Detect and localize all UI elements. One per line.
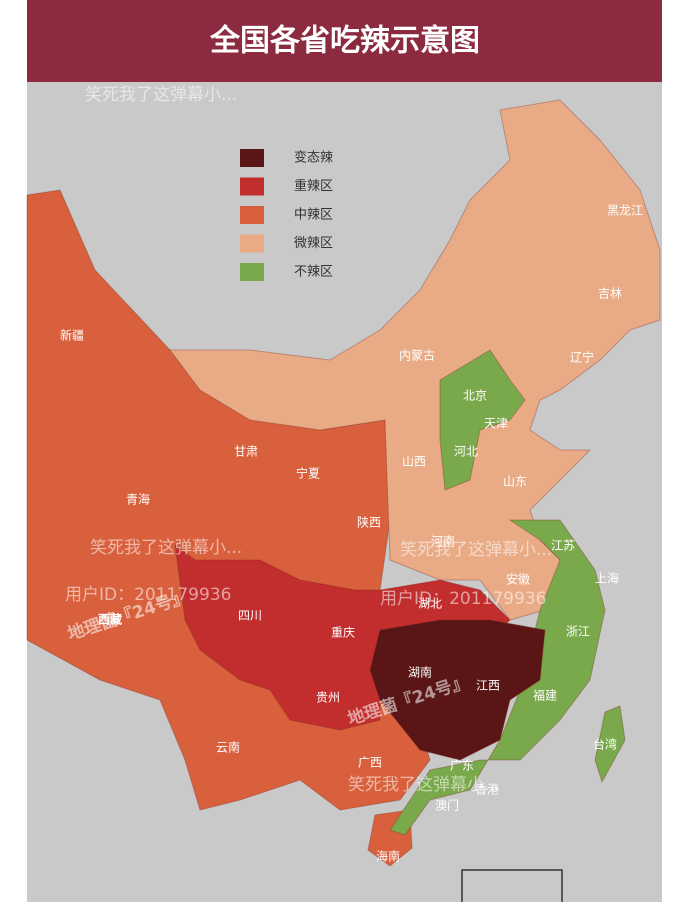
province-label: 江西 bbox=[476, 679, 500, 693]
region-none-north bbox=[439, 349, 526, 491]
legend-swatch bbox=[240, 263, 264, 281]
region-none-east bbox=[389, 519, 606, 836]
legend-swatch bbox=[240, 234, 264, 253]
legend-label: 中辣区 bbox=[294, 208, 333, 223]
legend-label: 变态辣 bbox=[294, 150, 333, 166]
legend-swatch bbox=[240, 206, 264, 224]
province-label: 香港 bbox=[475, 783, 499, 797]
province-label: 贵州 bbox=[316, 691, 340, 705]
watermark: 笑死我了这弹幕小... bbox=[400, 540, 552, 560]
header-band bbox=[27, 0, 662, 82]
province-label: 浙江 bbox=[566, 625, 590, 639]
province-label: 西藏 bbox=[98, 612, 122, 627]
province-label: 青海 bbox=[126, 492, 150, 507]
province-label: 陕西 bbox=[357, 515, 381, 530]
province-label: 河北 bbox=[454, 445, 478, 459]
province-label: 宁夏 bbox=[296, 466, 320, 481]
title: 全国各省吃辣示意图 bbox=[209, 24, 480, 59]
watermark: 用户ID：201179936 bbox=[65, 585, 231, 605]
watermark: 笑死我了这弹幕小... bbox=[348, 775, 500, 795]
province-label: 辽宁 bbox=[570, 350, 594, 365]
province-label: 江苏 bbox=[551, 539, 575, 553]
province-label: 内蒙古 bbox=[399, 348, 435, 363]
province-label: 甘肃 bbox=[234, 445, 258, 459]
legend-swatch bbox=[240, 177, 264, 196]
watermark: 笑死我了这弹幕小... bbox=[90, 538, 242, 558]
province-label: 重庆 bbox=[331, 626, 355, 640]
province-label: 广东 bbox=[450, 759, 474, 773]
province-label: 吉林 bbox=[598, 287, 622, 301]
province-label: 四川 bbox=[238, 609, 262, 623]
legend-label: 微辣区 bbox=[294, 236, 333, 251]
province-label: 上海 bbox=[595, 571, 619, 586]
province-label: 湖北 bbox=[418, 596, 442, 611]
watermark: 用户ID：201179936 bbox=[380, 589, 546, 609]
legend-label: 重辣区 bbox=[294, 178, 333, 194]
province-label: 云南 bbox=[216, 740, 240, 755]
province-label: 澳门 bbox=[435, 798, 459, 813]
province-label: 福建 bbox=[533, 688, 557, 703]
province-labels: 新疆 西藏 青海 甘肃 宁夏 内蒙古 陕西 四川 重庆 贵州 云南 广西 湖南 … bbox=[60, 204, 643, 864]
south-sea-inset bbox=[461, 869, 563, 902]
province-label: 山西 bbox=[402, 455, 426, 469]
province-label: 湖南 bbox=[408, 665, 432, 680]
province-label: 北京 bbox=[463, 389, 487, 403]
region-mild bbox=[169, 99, 661, 621]
region-none-taiwan bbox=[594, 705, 626, 784]
province-label: 广西 bbox=[358, 756, 382, 770]
province-label: 安徽 bbox=[506, 572, 530, 587]
watermark: 笑死我了这弹幕小... bbox=[85, 85, 237, 105]
province-label: 新疆 bbox=[60, 328, 84, 343]
province-label: 天津 bbox=[484, 417, 508, 431]
province-label: 黑龙江 bbox=[607, 204, 643, 218]
province-label: 海南 bbox=[376, 849, 400, 864]
legend-swatch bbox=[240, 149, 264, 167]
province-label: 河南 bbox=[431, 534, 455, 549]
region-extreme bbox=[369, 619, 546, 761]
province-label: 山东 bbox=[503, 475, 527, 489]
legend-label: 不辣区 bbox=[294, 265, 333, 280]
province-label: 台湾 bbox=[593, 737, 617, 752]
